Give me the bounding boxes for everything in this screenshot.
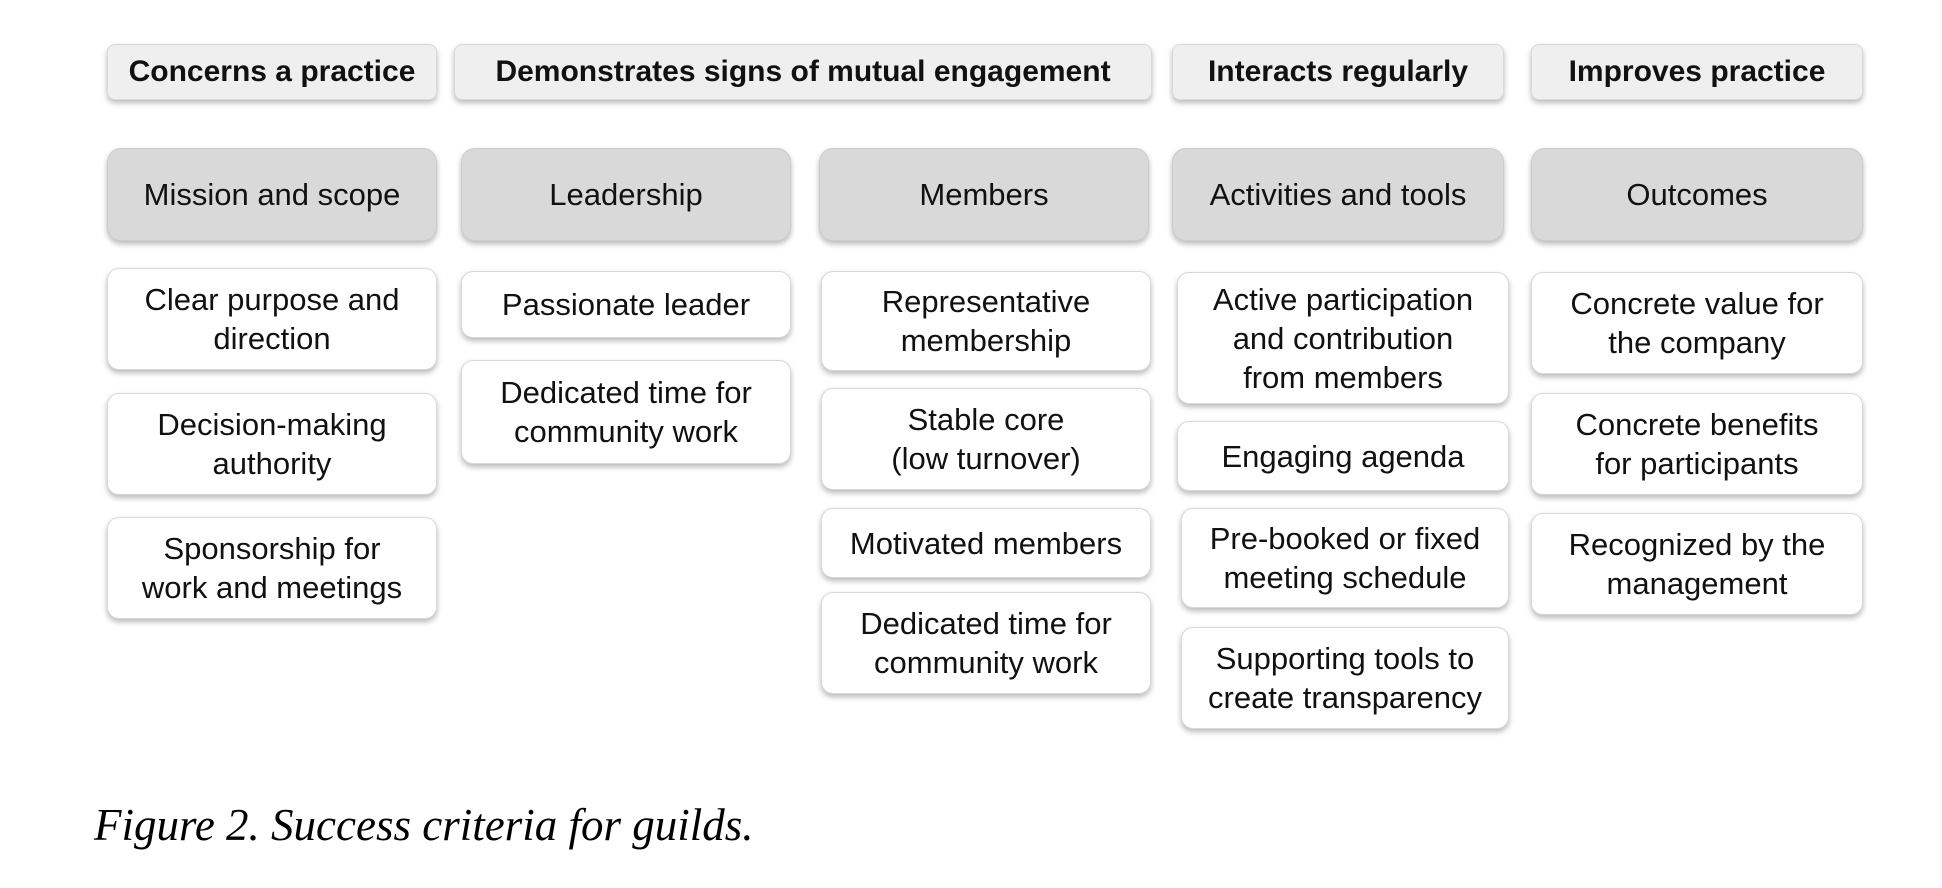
item-sponsorship: Sponsorship for work and meetings <box>107 517 437 619</box>
item-meeting-schedule: Pre-booked or fixed meeting schedule <box>1181 508 1509 608</box>
item-motivated-members: Motivated members <box>821 508 1151 578</box>
item-line: create transparency <box>1208 680 1482 715</box>
item-line: authority <box>212 446 332 481</box>
item-line: community work <box>874 645 1098 680</box>
item-line: Clear purpose and <box>144 282 400 317</box>
category-members: Members <box>819 148 1149 241</box>
item-line: community work <box>514 414 738 449</box>
item-line: for participants <box>1595 446 1799 481</box>
item-line: and contribution <box>1232 320 1454 356</box>
item-line: meeting schedule <box>1223 560 1467 595</box>
item-line: the company <box>1608 325 1786 360</box>
item-line: Supporting tools to <box>1215 641 1475 676</box>
criterion-mutual-engagement: Demonstrates signs of mutual engagement <box>454 44 1152 100</box>
item-line: Concrete value for <box>1570 286 1824 321</box>
item-benefits-for-participants: Concrete benefits for participants <box>1531 393 1863 495</box>
item-supporting-tools: Supporting tools to create transparency <box>1181 627 1509 729</box>
item-line: Pre-booked or fixed <box>1209 521 1481 556</box>
criterion-improves-practice: Improves practice <box>1531 44 1863 100</box>
item-line: Motivated members <box>849 525 1123 561</box>
item-recognized-by-management: Recognized by the management <box>1531 513 1863 615</box>
item-line: Engaging agenda <box>1221 438 1465 474</box>
figure-caption: Figure 2. Success criteria for guilds. <box>94 800 754 850</box>
item-passionate-leader: Passionate leader <box>461 271 791 338</box>
category-outcomes: Outcomes <box>1531 148 1863 241</box>
item-line: Sponsorship for <box>163 531 381 566</box>
item-engaging-agenda: Engaging agenda <box>1177 421 1509 491</box>
item-members-dedicated-time: Dedicated time for community work <box>821 592 1151 694</box>
item-line: Dedicated time for <box>500 375 752 410</box>
item-line: Active participation <box>1212 281 1474 317</box>
item-line: Concrete benefits <box>1575 407 1819 442</box>
item-representative-membership: Representative membership <box>821 271 1151 371</box>
item-decision-making-authority: Decision-making authority <box>107 393 437 495</box>
category-leadership: Leadership <box>461 148 791 241</box>
item-line: direction <box>213 321 331 356</box>
item-line: management <box>1606 566 1788 601</box>
item-line: (low turnover) <box>891 441 1081 476</box>
category-mission-and-scope: Mission and scope <box>107 148 437 241</box>
criterion-interacts-regularly: Interacts regularly <box>1172 44 1504 100</box>
item-line: membership <box>900 323 1072 358</box>
item-stable-core: Stable core (low turnover) <box>821 388 1151 490</box>
item-clear-purpose: Clear purpose and direction <box>107 268 437 370</box>
item-line: Stable core <box>907 402 1065 437</box>
item-leadership-dedicated-time: Dedicated time for community work <box>461 360 791 464</box>
item-line: from members <box>1243 359 1443 395</box>
criterion-concerns-a-practice: Concerns a practice <box>107 44 437 100</box>
item-line: Dedicated time for <box>860 606 1112 641</box>
item-value-for-company: Concrete value for the company <box>1531 272 1863 374</box>
category-activities-and-tools: Activities and tools <box>1172 148 1504 241</box>
item-active-participation: Active participation and contribution from… <box>1177 272 1509 404</box>
item-line: Recognized by the <box>1568 527 1826 562</box>
item-line: Representative <box>881 284 1091 319</box>
item-line: Passionate leader <box>501 287 751 322</box>
item-line: Decision-making <box>157 407 387 442</box>
item-line: work and meetings <box>141 570 403 605</box>
